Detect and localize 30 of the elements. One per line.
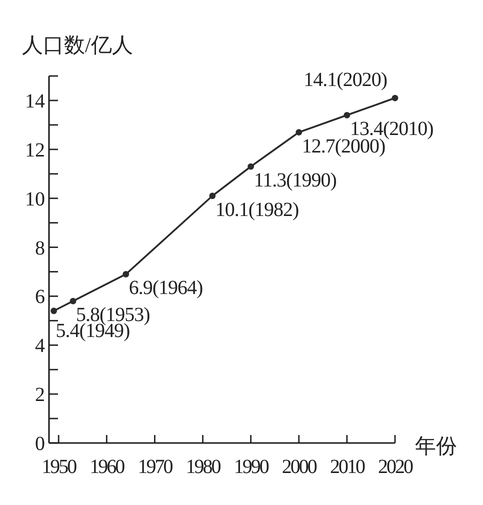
point [248, 163, 254, 170]
point [50, 308, 58, 314]
y-tick-label: 2 [35, 384, 45, 406]
x-tick-label: 1950 [42, 456, 78, 478]
x-tick-label: 1990 [234, 456, 270, 478]
y-tick-label: 4 [35, 335, 45, 358]
point [122, 270, 130, 278]
x-tick-label: 1970 [138, 456, 174, 478]
y-tick-label: 12 [25, 139, 45, 162]
data-label: 11.3(1990) [254, 170, 336, 192]
y-tick-label: 8 [35, 237, 45, 260]
point [344, 112, 350, 118]
y-tick-label: 6 [35, 286, 45, 308]
data-label: 10.1(1982) [215, 198, 299, 221]
point [209, 192, 216, 200]
x-tick-label: 1980 [186, 456, 222, 478]
point [70, 298, 76, 304]
point [296, 129, 302, 136]
x-tick-label: 2000 [282, 456, 318, 478]
x-axis-title: 年份 [415, 434, 457, 458]
data-label: 14.1(2020) [304, 69, 387, 92]
point [392, 94, 398, 102]
y-axis-title: 人口数/亿人 [22, 33, 133, 57]
y-tick-label: 0 [35, 433, 45, 455]
x-tick-label: 1960 [90, 456, 126, 478]
y-tick-label: 10 [25, 188, 45, 210]
data-label: 6.9(1964) [128, 277, 203, 300]
y-tick-label: 14 [25, 90, 45, 112]
x-tick-label: 2010 [330, 456, 366, 478]
x-tick-label: 2020 [378, 456, 414, 478]
